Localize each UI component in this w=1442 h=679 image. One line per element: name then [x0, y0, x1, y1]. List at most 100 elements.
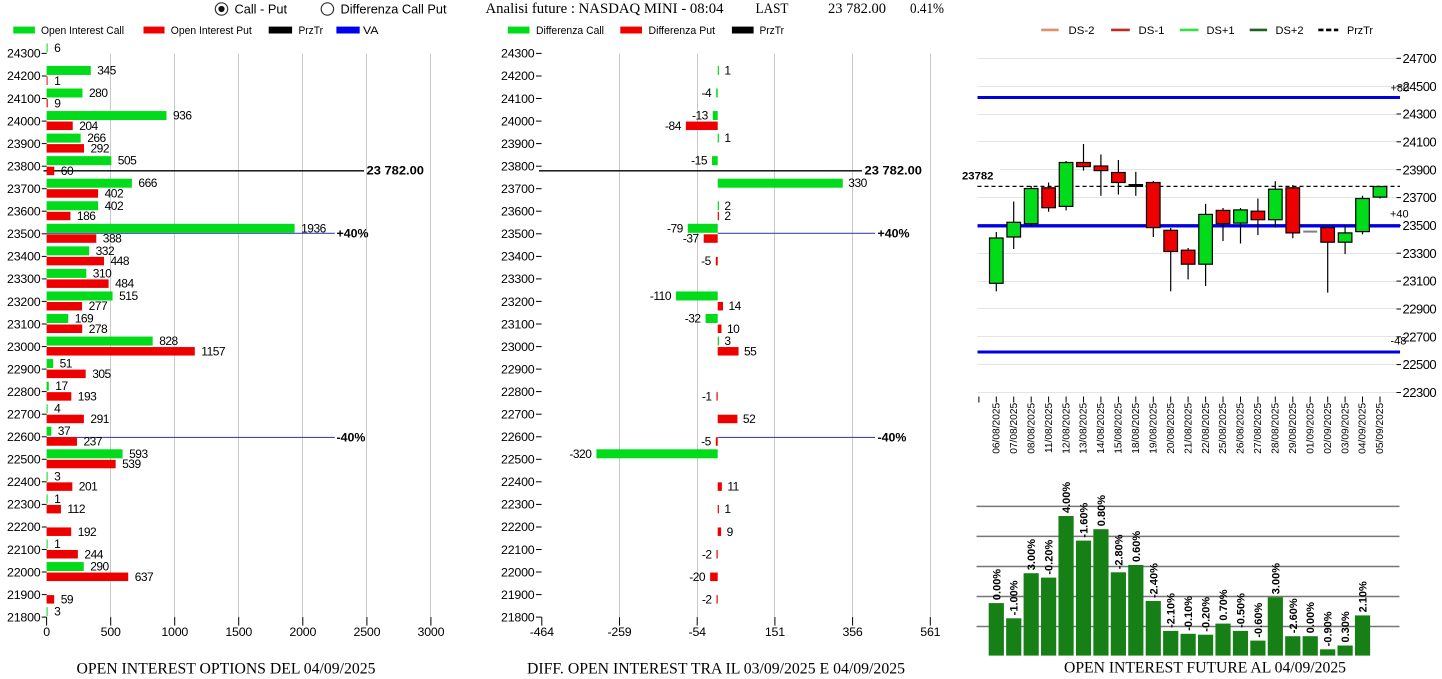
svg-text:-2: -2 — [702, 592, 712, 606]
svg-text:-32: -32 — [685, 312, 702, 326]
svg-text:23000: 23000 — [7, 340, 41, 354]
svg-text:22300: 22300 — [7, 498, 41, 512]
svg-text:21900: 21900 — [7, 588, 41, 602]
svg-text:292: 292 — [91, 141, 110, 155]
svg-text:22900: 22900 — [501, 362, 535, 376]
svg-text:-0.90%: -0.90% — [1323, 611, 1335, 646]
svg-text:PrzTr: PrzTr — [760, 25, 785, 37]
svg-text:25/08/2025: 25/08/2025 — [1218, 402, 1229, 453]
svg-text:DS-1: DS-1 — [1139, 25, 1165, 37]
svg-text:23400: 23400 — [7, 250, 41, 264]
svg-text:11: 11 — [727, 480, 739, 494]
svg-text:637: 637 — [135, 570, 154, 584]
svg-text:500: 500 — [101, 625, 121, 639]
svg-text:-48: -48 — [1391, 336, 1407, 348]
svg-text:0.41%: 0.41% — [910, 1, 944, 17]
svg-text:22700: 22700 — [7, 408, 41, 422]
svg-text:20/08/2025: 20/08/2025 — [1166, 402, 1177, 453]
svg-text:Differenza Call: Differenza Call — [536, 25, 604, 37]
svg-text:29/08/2025: 29/08/2025 — [1288, 402, 1299, 453]
svg-text:Differenza Call Put: Differenza Call Put — [341, 1, 447, 16]
svg-text:-2.80%: -2.80% — [1113, 534, 1125, 569]
svg-text:23600: 23600 — [501, 205, 535, 219]
svg-text:204: 204 — [79, 119, 98, 133]
svg-text:22600: 22600 — [7, 430, 41, 444]
svg-text:23200: 23200 — [501, 295, 535, 309]
svg-text:24200: 24200 — [501, 69, 535, 83]
svg-text:23700: 23700 — [7, 182, 41, 196]
svg-text:193: 193 — [78, 389, 97, 403]
svg-text:-0.60%: -0.60% — [1253, 603, 1265, 638]
svg-text:-54: -54 — [689, 625, 707, 639]
svg-text:3.00%: 3.00% — [1026, 539, 1038, 570]
svg-text:3: 3 — [54, 469, 61, 483]
svg-text:23782: 23782 — [962, 170, 993, 182]
svg-text:-2.40%: -2.40% — [1148, 563, 1160, 598]
svg-text:2.10%: 2.10% — [1358, 581, 1370, 612]
svg-text:402: 402 — [105, 199, 124, 213]
svg-text:1: 1 — [54, 74, 61, 88]
svg-text:Call - Put: Call - Put — [235, 1, 288, 16]
svg-text:DIFF. OPEN INTEREST TRA IL 03/: DIFF. OPEN INTEREST TRA IL 03/09/2025 E … — [527, 661, 905, 678]
svg-text:-5: -5 — [701, 254, 711, 268]
svg-text:22000: 22000 — [7, 565, 41, 579]
svg-text:388: 388 — [103, 232, 122, 246]
svg-text:23500: 23500 — [7, 227, 41, 241]
svg-text:828: 828 — [159, 334, 178, 348]
svg-text:03/09/2025: 03/09/2025 — [1340, 402, 1351, 453]
svg-text:356: 356 — [843, 625, 863, 639]
svg-text:23800: 23800 — [501, 160, 535, 174]
svg-text:22400: 22400 — [7, 475, 41, 489]
svg-text:515: 515 — [119, 289, 138, 303]
svg-text:LAST: LAST — [756, 1, 789, 17]
svg-text:186: 186 — [77, 209, 96, 223]
svg-text:332: 332 — [96, 244, 115, 258]
svg-text:24100: 24100 — [7, 92, 41, 106]
svg-text:345: 345 — [97, 64, 116, 78]
svg-text:484: 484 — [115, 277, 134, 291]
svg-text:24000: 24000 — [501, 114, 535, 128]
svg-text:-2.60%: -2.60% — [1288, 598, 1300, 633]
svg-text:0.00%: 0.00% — [1305, 602, 1317, 633]
svg-text:11/08/2025: 11/08/2025 — [1044, 402, 1055, 453]
svg-text:52: 52 — [743, 412, 756, 426]
svg-text:19/08/2025: 19/08/2025 — [1149, 402, 1160, 453]
svg-text:OPEN INTEREST FUTURE AL 04/09/: OPEN INTEREST FUTURE AL 04/09/2025 — [1064, 660, 1346, 677]
svg-text:22/08/2025: 22/08/2025 — [1201, 402, 1212, 453]
svg-text:23700: 23700 — [1403, 190, 1437, 205]
svg-text:666: 666 — [138, 176, 157, 190]
svg-text:23200: 23200 — [7, 295, 41, 309]
svg-text:10: 10 — [727, 322, 740, 336]
svg-text:22100: 22100 — [7, 543, 41, 557]
svg-text:06/08/2025: 06/08/2025 — [992, 402, 1003, 453]
svg-text:22500: 22500 — [7, 453, 41, 467]
svg-text:26/08/2025: 26/08/2025 — [1236, 402, 1247, 453]
svg-text:-110: -110 — [650, 289, 672, 303]
svg-text:2: 2 — [724, 199, 731, 213]
svg-text:07/08/2025: 07/08/2025 — [1009, 402, 1020, 453]
svg-text:330: 330 — [848, 176, 867, 190]
svg-text:22900: 22900 — [1403, 302, 1437, 317]
svg-text:6: 6 — [54, 41, 61, 55]
svg-text:151: 151 — [765, 625, 785, 639]
svg-text:OPEN INTEREST OPTIONS DEL 04/0: OPEN INTEREST OPTIONS DEL 04/09/2025 — [77, 661, 376, 678]
svg-text:02/09/2025: 02/09/2025 — [1323, 402, 1334, 453]
svg-text:23500: 23500 — [1403, 218, 1437, 233]
svg-text:237: 237 — [84, 435, 103, 449]
svg-text:-13: -13 — [692, 109, 709, 123]
svg-text:22300: 22300 — [1403, 385, 1437, 400]
svg-text:277: 277 — [89, 299, 108, 313]
svg-text:505: 505 — [118, 154, 137, 168]
svg-text:04/09/2025: 04/09/2025 — [1358, 402, 1369, 453]
svg-text:2: 2 — [724, 209, 731, 223]
svg-text:-0.50%: -0.50% — [1236, 593, 1248, 628]
svg-text:59: 59 — [61, 592, 74, 606]
svg-text:24200: 24200 — [7, 69, 41, 83]
svg-text:22300: 22300 — [501, 498, 535, 512]
svg-text:23700: 23700 — [501, 182, 535, 196]
svg-text:0.70%: 0.70% — [1218, 589, 1230, 620]
svg-text:23100: 23100 — [501, 317, 535, 331]
svg-text:22500: 22500 — [501, 453, 535, 467]
svg-text:23300: 23300 — [1403, 246, 1437, 261]
svg-text:24500: 24500 — [1403, 79, 1437, 94]
